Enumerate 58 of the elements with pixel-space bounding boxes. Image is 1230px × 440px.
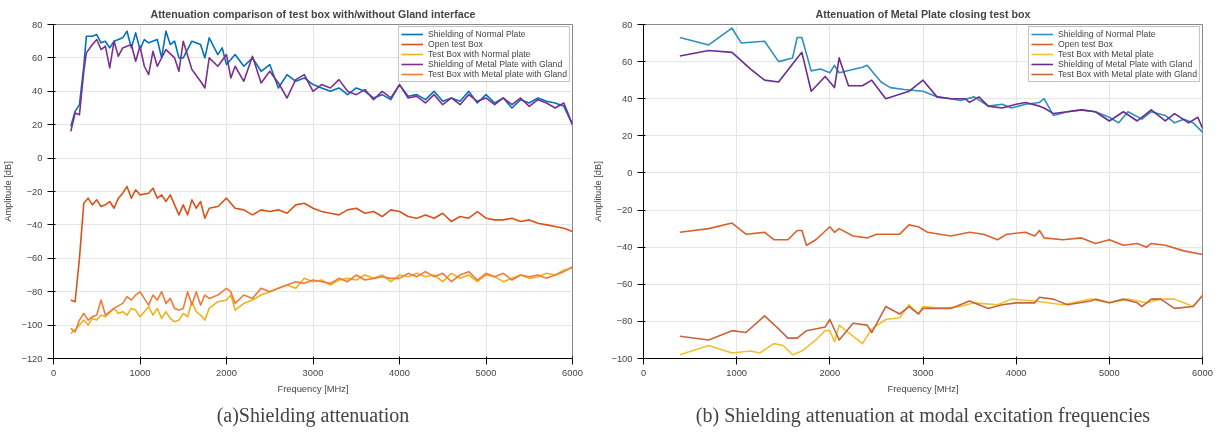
y-tick-label: 20 — [32, 119, 43, 130]
x-tick-label: 4000 — [1005, 367, 1027, 378]
legend-label: Test Box with Normal plate — [427, 49, 531, 59]
x-tick-label: 6000 — [562, 367, 583, 378]
y-tick-label: −60 — [616, 279, 633, 290]
line-series — [679, 222, 1203, 256]
x-tick-label: 0 — [50, 367, 57, 378]
y-tick-label: −20 — [616, 205, 633, 216]
y-tick-label: 40 — [622, 93, 633, 104]
y-tick-label: −40 — [616, 242, 633, 253]
y-axis-title: Amplitude [dB] — [3, 161, 14, 222]
legend-label: Shielding of Normal Plate — [427, 29, 526, 39]
legend-label: Shielding of Metal Plate with Gland — [427, 59, 563, 69]
y-tick-label: −80 — [26, 286, 43, 297]
y-tick-label: −60 — [26, 253, 43, 264]
y-tick-label: −20 — [26, 186, 43, 197]
line-series — [70, 185, 573, 303]
x-tick-label: 3000 — [302, 367, 324, 378]
text: (a)Shielding attenuation — [216, 403, 410, 427]
text: (b) Shielding attenuation at modal excitation frequencies — [695, 403, 1151, 427]
legend-label: Open test Box — [427, 39, 483, 49]
legend-label: Test Box with Metal plate — [1057, 49, 1154, 59]
y-tick-label: 0 — [627, 167, 633, 178]
x-tick-label: 1000 — [129, 367, 151, 378]
legend-label: Shielding of Normal Plate — [1057, 29, 1156, 39]
x-tick-label: 4000 — [389, 367, 410, 378]
y-tick-label: 20 — [622, 130, 633, 141]
line-series — [679, 49, 1203, 130]
x-tick-label: 2000 — [216, 367, 237, 378]
y-tick-label: 40 — [32, 86, 43, 97]
x-tick-label: 6000 — [1192, 367, 1213, 378]
y-tick-label: −80 — [616, 316, 633, 327]
x-tick-label: 5000 — [1098, 367, 1120, 378]
legend-label: Shielding of Metal Plate with Gland — [1057, 59, 1193, 69]
line-series — [679, 27, 1203, 133]
legend-label: Test Box with Metal plate with Gland — [1057, 69, 1197, 79]
y-tick-label: −100 — [21, 320, 43, 331]
y-tick-label: −120 — [21, 353, 43, 364]
y-tick-label: −40 — [26, 219, 43, 230]
y-tick-label: 60 — [622, 56, 633, 67]
y-tick-label: 0 — [37, 153, 43, 164]
x-tick-label: 2000 — [819, 367, 841, 378]
x-tick-label: 0 — [640, 367, 647, 378]
x-tick-label: 1000 — [726, 367, 748, 378]
line-series — [679, 294, 1203, 341]
legend-label: Open test Box — [1057, 39, 1113, 49]
x-tick-label: 5000 — [475, 367, 497, 378]
chart-title: Attenuation of Metal Plate closing test box — [815, 7, 1031, 20]
y-tick-label: 80 — [32, 19, 43, 30]
y-tick-label: −100 — [611, 353, 633, 364]
y-tick-label: 60 — [32, 52, 43, 63]
x-axis-title: Frequency [MHz] — [277, 383, 349, 394]
x-tick-label: 3000 — [912, 367, 934, 378]
x-axis-title: Frequency [MHz] — [887, 383, 959, 394]
legend-label: Test Box with Metal plate with Gland — [427, 69, 567, 79]
y-tick-label: 80 — [622, 19, 633, 30]
chart-title: Attenuation comparison of test box with/without Gland interface — [150, 7, 476, 20]
y-axis-title: Amplitude [dB] — [593, 161, 604, 222]
